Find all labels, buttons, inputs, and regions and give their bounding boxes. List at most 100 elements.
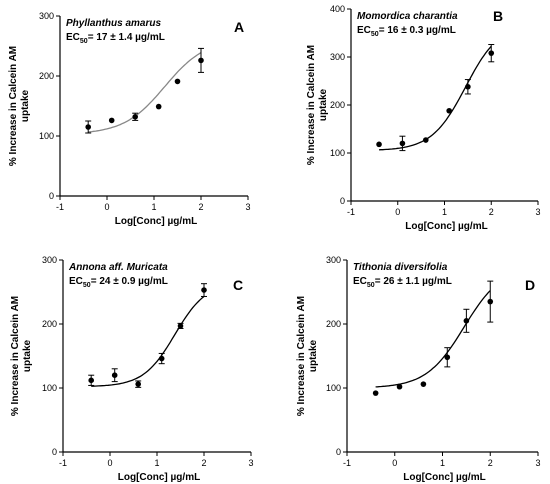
data-point (135, 381, 141, 387)
y-tick-label: 400 (330, 4, 345, 14)
x-tick-label: 3 (535, 207, 540, 217)
ec50-annotation: EC50= 16 ± 0.3 µg/mL (357, 25, 456, 38)
panel-letter: B (493, 8, 503, 24)
x-axis-title: Log[Conc] µg/mL (118, 472, 200, 483)
data-point (132, 114, 138, 120)
data-point (85, 124, 91, 130)
ec50-annotation: EC50= 17 ± 1.4 µg/mL (66, 32, 165, 45)
x-tick-label: 2 (198, 202, 203, 212)
y-tick-label: 300 (330, 52, 345, 62)
y-tick-label: 100 (39, 131, 54, 141)
data-point (88, 377, 94, 384)
x-tick-label: 3 (535, 458, 540, 468)
ec50-annotation: EC50= 26 ± 1.1 µg/mL (353, 276, 452, 289)
x-tick-label: 0 (395, 207, 400, 217)
ec50-subscript: 50 (80, 38, 88, 45)
y-axis-title: % Increase in Calcein AM (306, 45, 317, 165)
y-tick-label: 200 (39, 71, 54, 81)
panel-letter: D (525, 277, 535, 293)
x-tick-label: -1 (59, 458, 67, 468)
y-axis-title: % Increase in Calcein AM (8, 46, 19, 166)
x-tick-label: 1 (440, 458, 445, 468)
fit-curve (375, 290, 491, 388)
data-point (174, 78, 181, 85)
species-name: Momordica charantia (357, 11, 458, 22)
ec50-prefix: EC (357, 25, 371, 36)
data-point (399, 140, 406, 147)
y-tick-label: 300 (42, 255, 57, 265)
ec50-value: = 17 ± 1.4 µg/mL (88, 32, 165, 43)
data-point (420, 381, 427, 387)
data-point (396, 383, 403, 390)
data-point (372, 390, 379, 396)
x-tick-label: 0 (104, 202, 109, 212)
y-tick-label: 300 (326, 255, 341, 265)
y-tick-label: 0 (52, 447, 57, 457)
x-tick-label: 1 (151, 202, 156, 212)
data-point (423, 137, 429, 143)
species-name: Annona aff. Muricata (68, 262, 168, 273)
x-tick-label: 3 (245, 202, 250, 212)
y-axis-title-line2: uptake (308, 339, 319, 372)
y-tick-label: 200 (42, 319, 57, 329)
x-tick-label: 3 (248, 458, 253, 468)
x-tick-label: 2 (201, 458, 206, 468)
species-name: Phyllanthus amarus (66, 18, 161, 29)
data-point (376, 141, 382, 148)
ec50-value: = 26 ± 1.1 µg/mL (375, 276, 452, 287)
x-tick-label: -1 (343, 458, 351, 468)
ec50-annotation: EC50= 24 ± 0.9 µg/mL (69, 276, 168, 289)
ec50-value: = 16 ± 0.3 µg/mL (379, 25, 456, 36)
y-tick-label: 200 (330, 100, 345, 110)
y-tick-label: 0 (336, 447, 341, 457)
data-point (108, 117, 115, 124)
fit-curve (379, 45, 492, 151)
fit-curve (91, 295, 205, 387)
x-axis-title: Log[Conc] µg/mL (405, 221, 487, 232)
data-point (444, 354, 451, 361)
y-tick-label: 300 (39, 11, 54, 21)
x-tick-label: 2 (489, 207, 494, 217)
data-point (465, 83, 471, 90)
y-tick-label: 100 (326, 383, 341, 393)
y-tick-label: 100 (42, 383, 57, 393)
x-axis-title: Log[Conc] µg/mL (115, 216, 197, 227)
data-point (487, 298, 494, 305)
x-tick-label: 1 (442, 207, 447, 217)
ec50-subscript: 50 (371, 31, 379, 38)
y-tick-label: 200 (326, 319, 341, 329)
y-axis-title: % Increase in Calcein AM (296, 296, 307, 416)
y-axis-title-line2: uptake (22, 339, 33, 372)
ec50-subscript: 50 (83, 282, 91, 289)
x-tick-label: 1 (154, 458, 159, 468)
species-name: Tithonia diversifolia (353, 262, 448, 273)
data-point (111, 372, 118, 379)
y-tick-label: 100 (330, 148, 345, 158)
x-tick-label: 0 (392, 458, 397, 468)
ec50-prefix: EC (353, 276, 367, 287)
ec50-subscript: 50 (367, 282, 375, 289)
data-point (488, 50, 495, 56)
data-point (158, 355, 165, 362)
y-tick-label: 0 (49, 191, 54, 201)
y-axis-title: % Increase in Calcein AM (10, 296, 21, 416)
ec50-prefix: EC (69, 276, 83, 287)
panel-letter: A (234, 19, 244, 35)
y-tick-label: 0 (340, 196, 345, 206)
y-axis-title-line2: uptake (318, 88, 329, 121)
x-tick-label: -1 (347, 207, 355, 217)
data-point (201, 287, 207, 293)
x-tick-label: -1 (56, 202, 64, 212)
data-point (155, 103, 162, 110)
ec50-value: = 24 ± 0.9 µg/mL (91, 276, 168, 287)
data-point (177, 323, 184, 329)
panel-letter: C (233, 277, 243, 293)
ec50-prefix: EC (66, 32, 80, 43)
x-axis-title: Log[Conc] µg/mL (403, 472, 485, 483)
y-axis-title-line2: uptake (20, 89, 31, 122)
